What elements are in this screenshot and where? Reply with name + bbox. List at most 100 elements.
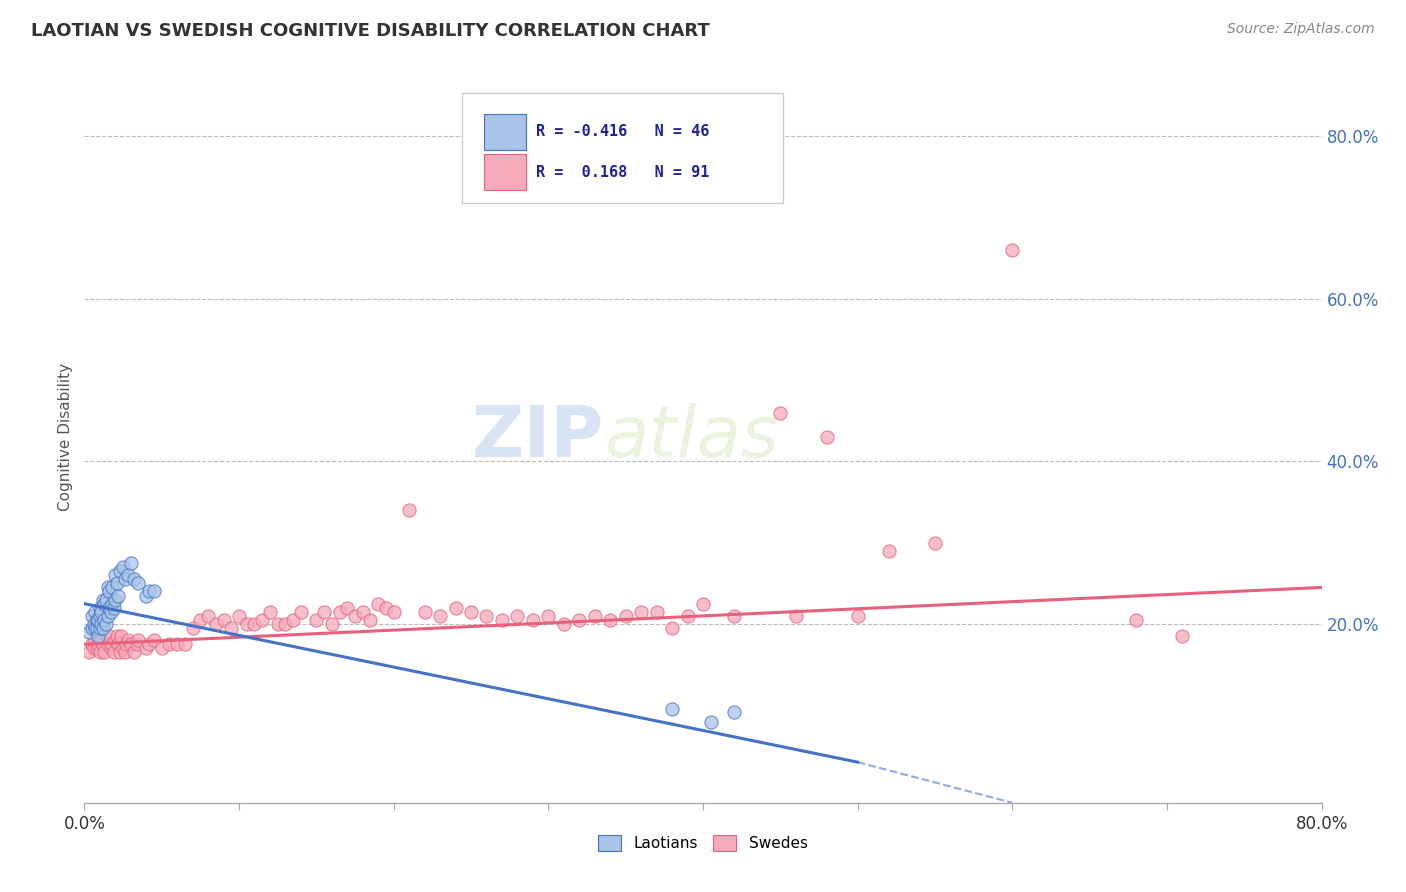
Point — [98, 584, 121, 599]
Point — [90, 605, 112, 619]
Point — [103, 600, 125, 615]
Text: ZIP: ZIP — [472, 402, 605, 472]
Point — [723, 608, 745, 623]
Point — [110, 629, 132, 643]
Point — [700, 714, 723, 729]
Y-axis label: Cognitive Disability: Cognitive Disability — [58, 363, 73, 511]
Point — [90, 617, 112, 632]
Point — [91, 637, 114, 651]
Point — [723, 705, 745, 719]
Point — [125, 637, 148, 651]
Text: Source: ZipAtlas.com: Source: ZipAtlas.com — [1227, 22, 1375, 37]
Point — [90, 633, 112, 648]
Point — [460, 605, 482, 619]
Text: LAOTIAN VS SWEDISH COGNITIVE DISABILITY CORRELATION CHART: LAOTIAN VS SWEDISH COGNITIVE DISABILITY … — [31, 22, 710, 40]
Point — [112, 641, 135, 656]
Point — [328, 605, 352, 619]
Point — [312, 605, 335, 619]
Point — [120, 556, 142, 570]
Point — [77, 625, 100, 640]
Point — [91, 621, 114, 635]
Point — [115, 637, 138, 651]
Point — [84, 621, 107, 635]
Point — [676, 608, 699, 623]
Point — [188, 613, 211, 627]
Point — [107, 637, 129, 651]
Point — [785, 608, 807, 623]
Point — [89, 621, 111, 635]
Point — [96, 637, 118, 651]
Point — [138, 584, 160, 599]
Point — [1171, 629, 1194, 643]
Point — [82, 608, 104, 623]
Point — [108, 645, 131, 659]
Point — [174, 637, 197, 651]
Point — [815, 430, 838, 444]
Point — [877, 544, 900, 558]
Point — [86, 621, 108, 635]
Text: R = -0.416   N = 46: R = -0.416 N = 46 — [536, 124, 710, 139]
Point — [205, 617, 228, 632]
Point — [150, 641, 173, 656]
FancyBboxPatch shape — [484, 114, 526, 150]
Point — [305, 613, 328, 627]
Point — [138, 637, 160, 651]
Point — [537, 608, 560, 623]
Point — [135, 641, 157, 656]
Point — [86, 613, 108, 627]
Point — [645, 605, 668, 619]
FancyBboxPatch shape — [461, 94, 783, 203]
Point — [98, 600, 121, 615]
Point — [553, 617, 575, 632]
Point — [122, 572, 145, 586]
Point — [267, 617, 290, 632]
Point — [107, 589, 129, 603]
Point — [104, 633, 127, 648]
Point — [98, 629, 121, 643]
Point — [506, 608, 529, 623]
Point — [924, 535, 946, 549]
Point — [89, 608, 111, 623]
Point — [122, 645, 145, 659]
Point — [360, 613, 382, 627]
Point — [101, 597, 124, 611]
Point — [101, 637, 124, 651]
Point — [127, 576, 149, 591]
Point — [135, 589, 157, 603]
Point — [87, 637, 110, 651]
Point — [87, 629, 110, 643]
Point — [104, 592, 127, 607]
Point — [101, 581, 124, 595]
Point — [522, 613, 544, 627]
Point — [475, 608, 498, 623]
Point — [93, 645, 115, 659]
Point — [112, 560, 135, 574]
Point — [352, 605, 374, 619]
Point — [235, 617, 259, 632]
Point — [243, 617, 266, 632]
Point — [120, 637, 142, 651]
Point — [1125, 613, 1147, 627]
Point — [568, 613, 591, 627]
Point — [661, 621, 683, 635]
Point — [661, 702, 683, 716]
Point — [114, 645, 136, 659]
Text: R =  0.168   N = 91: R = 0.168 N = 91 — [536, 165, 710, 180]
Point — [382, 605, 405, 619]
Point — [117, 633, 139, 648]
Point — [89, 600, 111, 615]
Point — [444, 600, 467, 615]
Point — [197, 608, 219, 623]
Point — [166, 637, 188, 651]
Point — [94, 617, 117, 632]
Point — [108, 564, 131, 578]
Point — [93, 613, 115, 627]
Legend: Laotians, Swedes: Laotians, Swedes — [592, 830, 814, 857]
Point — [100, 641, 122, 656]
Point — [228, 608, 250, 623]
Point — [100, 605, 122, 619]
Point — [614, 608, 637, 623]
Text: atlas: atlas — [605, 402, 779, 472]
Point — [259, 605, 281, 619]
Point — [274, 617, 297, 632]
